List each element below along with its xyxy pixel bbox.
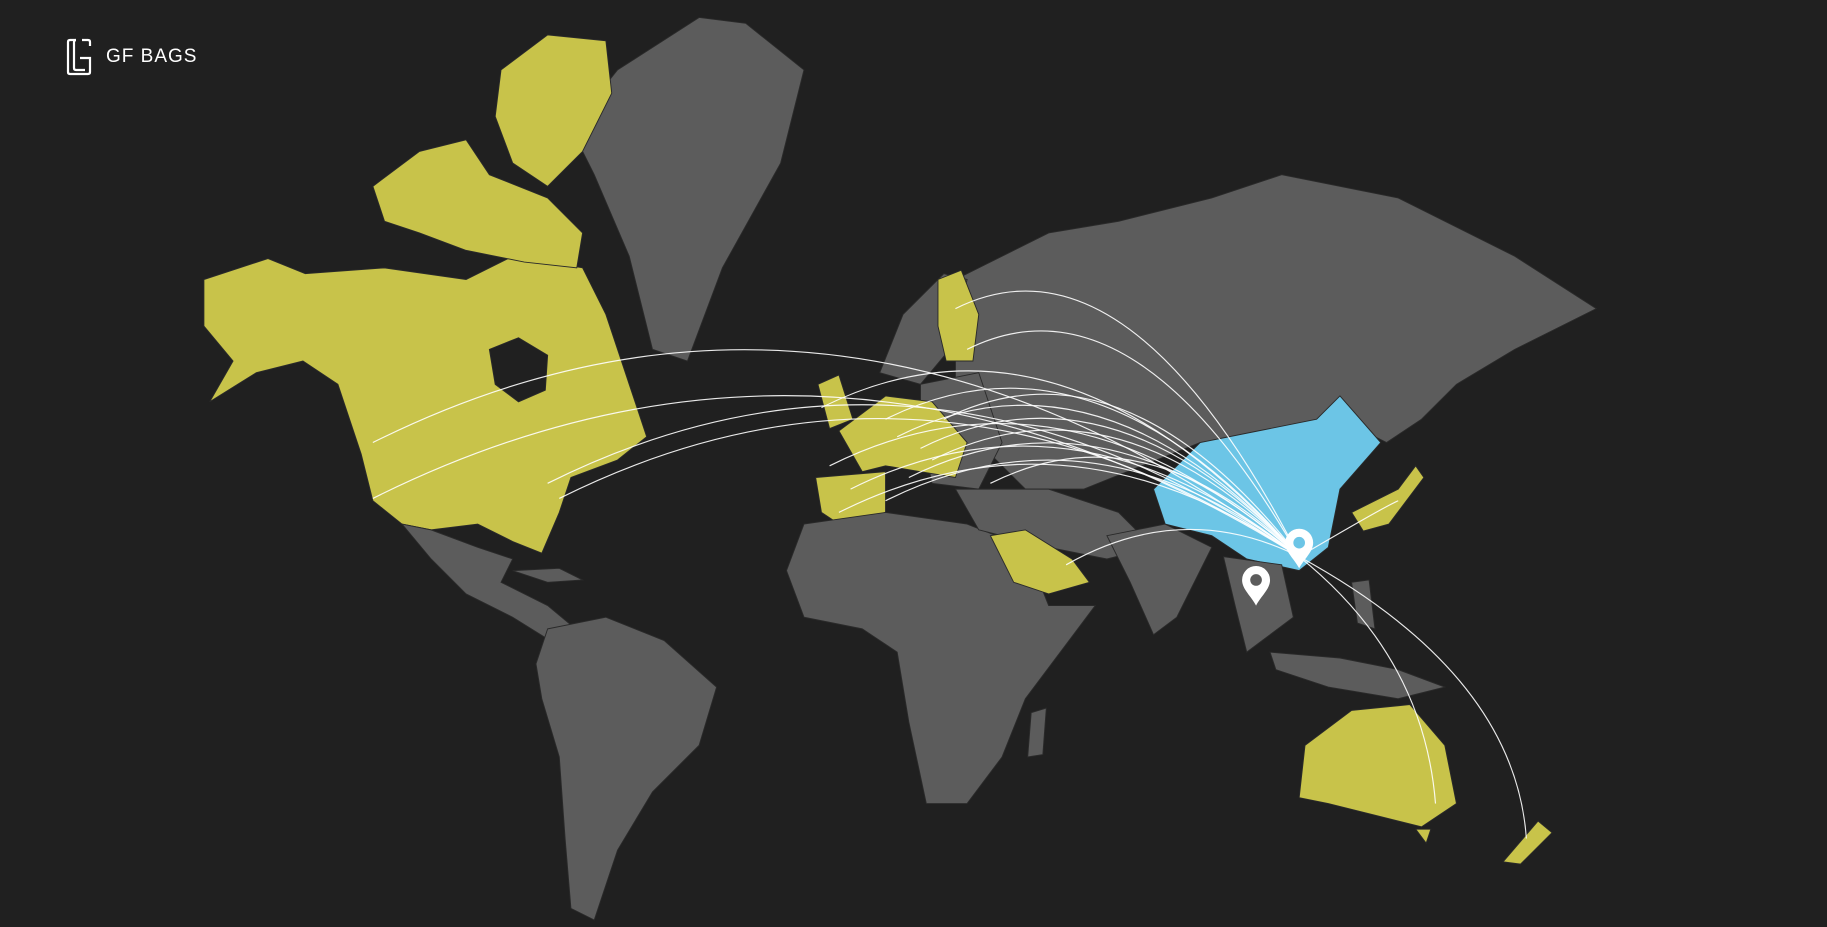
japan-market xyxy=(1350,465,1425,532)
south-america xyxy=(535,616,718,921)
shipping-arcs xyxy=(372,290,1527,839)
china-origin xyxy=(1152,395,1382,572)
shipping-arc xyxy=(1298,556,1437,804)
location-pin-icon[interactable] xyxy=(1242,565,1271,606)
shipping-arc xyxy=(955,290,1300,557)
mexico-central-america xyxy=(400,523,584,647)
shipping-arc xyxy=(920,417,1300,558)
shipping-arc xyxy=(885,459,1300,558)
gf-monogram-logo-icon xyxy=(66,38,92,76)
greenland xyxy=(570,16,805,362)
shipping-arc xyxy=(966,330,1300,557)
australia-market xyxy=(1298,704,1457,828)
shipping-arc xyxy=(1298,500,1399,558)
indonesia xyxy=(1269,651,1447,700)
cuba xyxy=(512,567,585,583)
tasmania-market xyxy=(1414,828,1432,845)
land-masses xyxy=(203,16,1598,921)
shipping-arc xyxy=(821,370,1300,558)
pins xyxy=(1242,528,1314,606)
arctic-islands xyxy=(372,139,584,269)
shipping-arc xyxy=(931,429,1300,558)
shipping-arc xyxy=(1298,556,1527,839)
india xyxy=(1106,523,1213,636)
location-pin-icon[interactable] xyxy=(1285,528,1314,569)
baffin-island xyxy=(494,34,613,187)
brand-name: GF BAGS xyxy=(106,46,198,67)
shipping-arc xyxy=(885,387,1300,558)
shipping-arc xyxy=(990,456,1300,558)
philippines xyxy=(1351,579,1376,630)
hudson-bay xyxy=(488,337,549,403)
finland-market xyxy=(937,269,980,362)
shipping-arc xyxy=(850,445,1300,558)
shipping-arc xyxy=(838,463,1300,558)
shipping-arc xyxy=(372,395,1300,558)
southeast-asia xyxy=(1222,556,1294,653)
madagascar xyxy=(1027,707,1047,758)
shipping-arc xyxy=(1065,528,1300,566)
new-zealand-market xyxy=(1502,820,1553,865)
saudi-arabia-market xyxy=(989,529,1091,595)
brand[interactable]: GF BAGS xyxy=(66,38,197,76)
shipping-arc xyxy=(559,418,1300,558)
shipping-arc xyxy=(943,393,1300,558)
shipping-arc xyxy=(908,442,1300,558)
north-america-market xyxy=(203,255,648,554)
